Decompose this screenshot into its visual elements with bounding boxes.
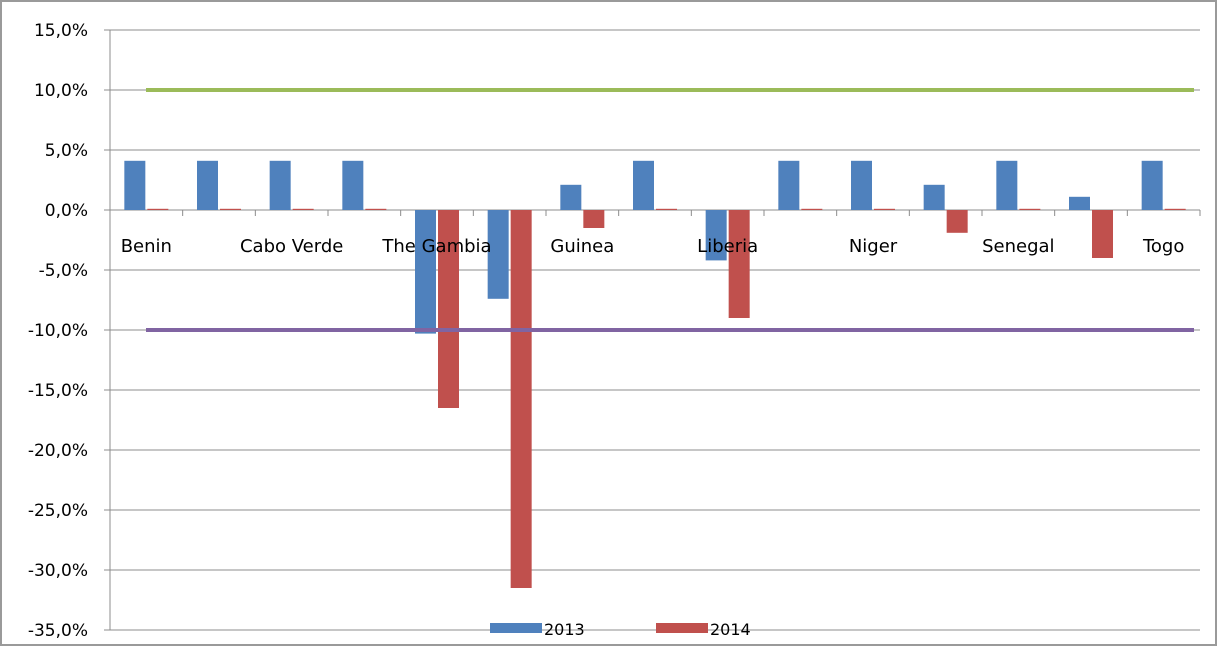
category-label: Togo [1142, 236, 1184, 257]
bar-2013-sierra-leone [1069, 196, 1090, 210]
bar-2014-cote-d-ivoire [365, 208, 387, 210]
bar-2013-the-gambia [415, 210, 436, 334]
bar-2014-niger [874, 208, 895, 210]
bar-2014-liberia [728, 210, 750, 318]
bar-2013-ghana [487, 210, 509, 299]
bar-2013-guinea-bissau [633, 160, 654, 210]
y-tick-label: -5,0% [39, 261, 88, 281]
y-tick-label: -20,0% [28, 441, 88, 461]
bar-2013-nigeria [923, 184, 945, 210]
bar-2013-cabo-verde [269, 160, 291, 210]
y-tick-label: -25,0% [28, 501, 88, 521]
category-label: The Gambia [381, 236, 491, 257]
y-tick-label: -35,0% [28, 621, 88, 641]
bar-2014-the-gambia [438, 210, 459, 408]
bar-2014-sierra-leone [1092, 210, 1113, 258]
y-tick-label: 10,0% [34, 81, 88, 101]
category-label: Senegal [982, 236, 1054, 257]
y-tick-label: -30,0% [28, 561, 88, 581]
legend-label-2013: 2013 [544, 620, 585, 639]
bar-2013-senegal [996, 160, 1018, 210]
category-label: Guinea [550, 236, 614, 257]
bar-2013-mali [778, 160, 800, 210]
bar-2013-cote-d-ivoire [342, 160, 364, 210]
legend-swatch-2013 [490, 623, 542, 633]
bar-2014-mali [801, 208, 823, 210]
bar-2014-ghana [510, 210, 532, 588]
bar-2013-burkina-faso [197, 160, 218, 210]
bar-2014-benin [147, 208, 169, 210]
bar-2013-liberia [705, 210, 727, 261]
category-label: Benin [121, 236, 172, 257]
bar-2013-niger [851, 160, 872, 210]
y-tick-label: 15,0% [34, 21, 88, 41]
bar-2014-cabo-verde [292, 208, 314, 210]
bar-2014-burkina-faso [220, 208, 241, 210]
bar-2013-togo [1141, 160, 1163, 210]
y-tick-label: 5,0% [45, 141, 88, 161]
bar-2014-guinea-bissau [656, 208, 677, 210]
legend-label-2014: 2014 [710, 620, 751, 639]
bar-2014-guinea [583, 210, 605, 228]
y-tick-label: -10,0% [28, 321, 88, 341]
category-label: Niger [849, 236, 898, 257]
bar-2013-guinea [560, 184, 582, 210]
y-tick-label: 0,0% [45, 201, 88, 221]
bar-2013-benin [124, 160, 146, 210]
y-tick-label: -15,0% [28, 381, 88, 401]
legend-swatch-2014 [656, 623, 708, 633]
category-label: Cabo Verde [240, 236, 343, 257]
category-label: Liberia [697, 236, 758, 257]
bar-2014-senegal [1019, 208, 1041, 210]
bar-2014-togo [1164, 208, 1186, 210]
bar-2014-nigeria [946, 210, 968, 233]
